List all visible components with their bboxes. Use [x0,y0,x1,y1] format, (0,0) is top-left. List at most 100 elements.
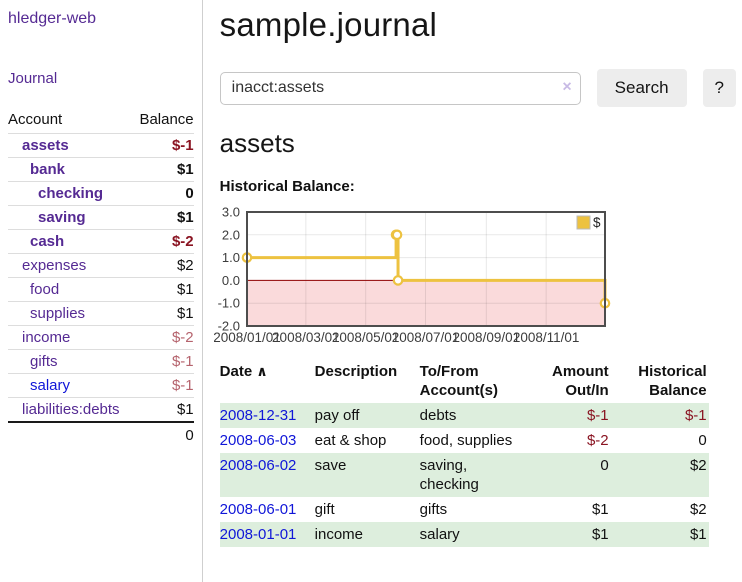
account-row: liabilities:debts $1 [8,397,194,423]
register-row: 2008-06-03 eat & shop food, supplies $-2… [220,428,709,453]
transaction-amount: 0 [600,457,609,474]
balance-column-header: Balance [139,111,194,128]
account-balance: $1 [176,161,194,178]
transaction-date-link[interactable]: 2008-06-02 [219,457,297,474]
account-link[interactable]: checking [38,185,104,202]
account-heading: assets [219,128,295,158]
account-row: income $-2 [8,325,194,350]
transaction-description: save [314,457,347,474]
sidebar-nav: Journal [8,70,194,87]
transaction-accounts: saving, checking [419,457,479,493]
description-column-header: Description [314,363,398,380]
accounts-total-value: 0 [185,427,194,444]
transaction-description: pay off [314,407,360,424]
transaction-amount: $-1 [586,407,609,424]
transaction-date-link[interactable]: 2008-12-31 [219,407,297,424]
transaction-accounts: salary [419,526,460,543]
x-tick-label: 2008/09/01 [452,330,520,345]
account-link[interactable]: bank [30,161,66,178]
x-tick-label: 2008/01/01 [214,330,281,345]
transaction-description: income [314,526,364,543]
register-row: 2008-06-02 save saving, checking 0 $2 [219,453,709,497]
account-link[interactable]: food [30,281,60,298]
date-column-header[interactable]: Date ∧ [219,363,268,380]
account-balance: $-1 [171,137,194,154]
account-link[interactable]: cash [30,233,65,250]
transaction-date-cell: 2008-06-01 [220,497,315,522]
x-tick-label: 2008/05/01 [332,330,400,345]
search-field-wrap: × [219,71,581,105]
page-title: sample.journal [219,6,438,43]
x-tick-label: 2008/11/01 [513,330,580,345]
transaction-date-link[interactable]: 2008-06-03 [219,432,297,449]
chart-legend-swatch [576,215,591,230]
y-tick-label: 2.0 [222,227,240,242]
account-name-cell: saving [8,206,133,230]
accounts-table: Account Balance assets $-1 bank $1 check… [8,108,194,448]
clear-search-icon[interactable]: × [562,78,572,96]
account-row: salary $-1 [8,373,194,398]
chart-negative-region [246,280,605,326]
account-name-cell: expenses [8,254,133,278]
account-row: checking 0 [8,181,194,206]
transaction-date-link[interactable]: 2008-01-01 [219,526,297,543]
accounts-column-header: To/From Account(s) [419,363,498,399]
account-row: gifts $-1 [8,349,194,374]
x-tick-label: 2008/03/01 [272,330,340,345]
transaction-amount: $-2 [586,432,609,449]
account-link[interactable]: assets [22,137,69,154]
historical-balance-chart: 3.0 2.0 1.0 0.0 -1.0 -2.0 2008/01/01 2008/03/01… [214,204,736,348]
account-balance: $1 [176,305,194,322]
account-name-cell: income [8,326,133,350]
y-tick-label: 3.0 [222,205,240,220]
account-name-cell: bank [8,158,133,182]
search-input[interactable] [219,71,581,105]
transaction-balance: $1 [689,526,707,543]
register-row: 2008-01-01 income salary $1 $1 [219,522,709,547]
register-row: 2008-06-01 gift gifts $1 $2 [220,497,709,522]
account-link[interactable]: saving [38,209,86,226]
account-link[interactable]: liabilities:debts [22,401,120,418]
search-button[interactable]: Search [596,69,687,107]
account-link[interactable]: supplies [30,305,86,322]
help-button[interactable]: ? [702,69,736,107]
register-table-header: Date ∧ Description To/From Account(s) Am… [220,361,709,403]
transaction-accounts: food, supplies [419,432,513,449]
sidebar: hledger-web Journal Account Balance asse… [0,0,203,582]
transaction-date-link[interactable]: 2008-06-01 [219,501,297,518]
transaction-description: eat & shop [314,432,387,449]
account-name-cell: cash [8,230,133,254]
account-row: bank $1 [8,157,194,182]
account-name-cell: assets [8,134,133,158]
app-title-link[interactable]: hledger-web [8,10,97,27]
transaction-balance: $-1 [684,407,707,424]
account-name-cell: gifts [8,350,133,374]
app-title: hledger-web [8,10,194,28]
account-link[interactable]: salary [30,377,71,394]
transaction-date-cell: 2008-06-03 [220,428,315,453]
account-link[interactable]: gifts [30,353,58,370]
account-link[interactable]: income [22,329,71,346]
sort-ascending-icon: ∧ [256,363,268,379]
account-row: cash $-2 [8,229,194,254]
register-table: Date ∧ Description To/From Account(s) Am… [219,361,709,547]
accounts-table-header: Account Balance [8,108,194,134]
account-balance: $1 [176,209,194,226]
account-row: assets $-1 [8,133,194,158]
accounts-total-spacer [8,422,133,448]
transaction-accounts: debts [419,407,457,424]
chart-point-marker [391,229,403,241]
transaction-description: gift [314,501,335,518]
x-tick-label: 2008/07/01 [391,330,459,345]
transaction-amount: $1 [591,526,609,543]
account-link[interactable]: expenses [22,257,87,274]
account-row: expenses $2 [8,253,194,278]
y-tick-label: -1.0 [217,296,239,311]
chart-canvas: 3.0 2.0 1.0 0.0 -1.0 -2.02008/01/012008/03/01… [214,205,610,345]
main-content: sample.journal × Search ? assets Histori… [203,0,742,582]
account-balance: 0 [185,185,194,202]
account-column-header: Account [8,111,63,128]
sidebar-item-journal[interactable]: Journal [8,70,58,87]
account-name-cell: salary [8,374,133,398]
